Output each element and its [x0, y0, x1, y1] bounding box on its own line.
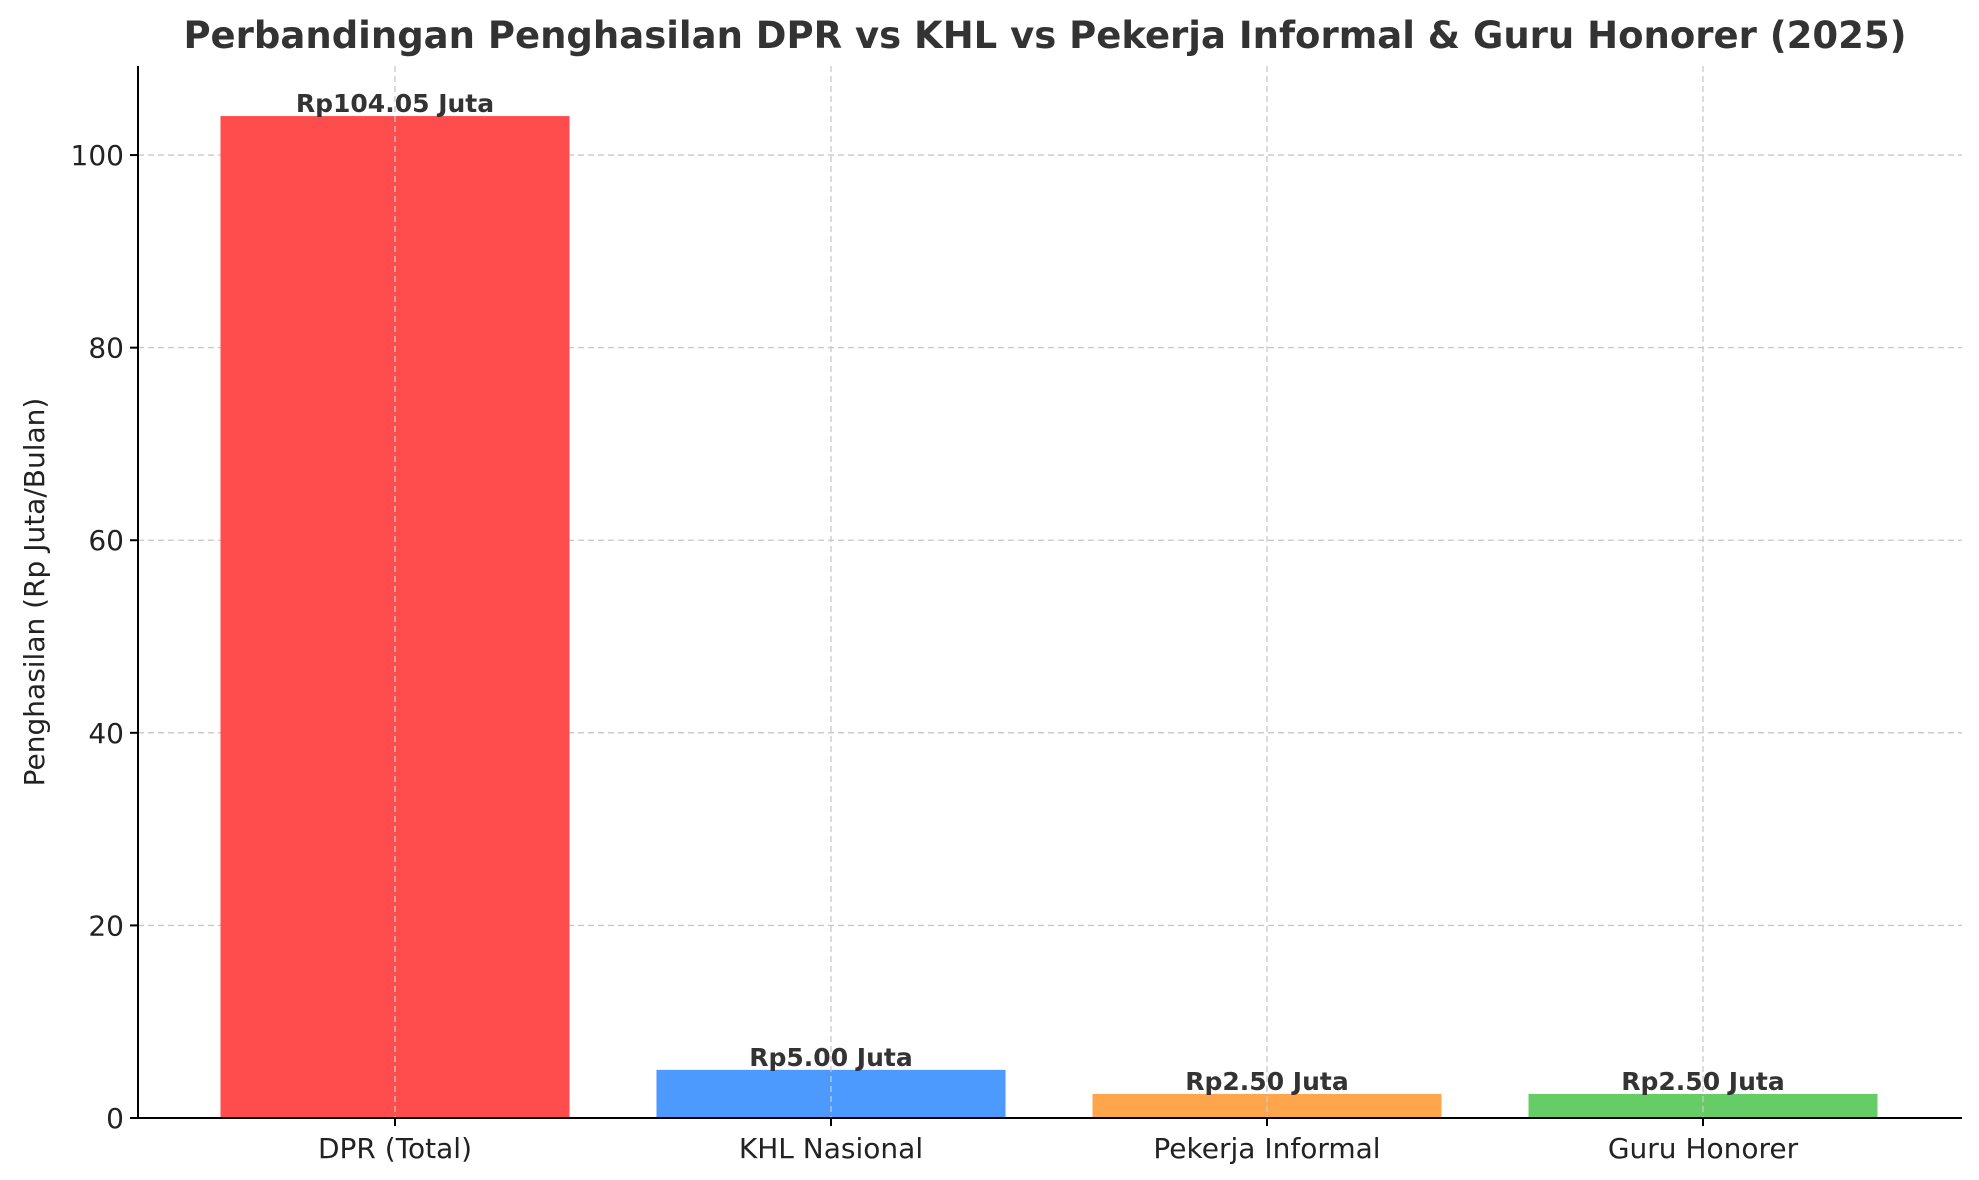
y-ticks: 0 20 40 60 80 100 [71, 139, 138, 1135]
y-tick-label: 80 [88, 332, 124, 365]
y-tick-label: 0 [106, 1102, 124, 1135]
x-tick-label: Pekerja Informal [1153, 1132, 1380, 1165]
data-label: Rp2.50 Juta [1621, 1067, 1784, 1096]
chart-title: Perbandingan Penghasilan DPR vs KHL vs P… [183, 14, 1906, 57]
x-tick-label: Guru Honorer [1608, 1132, 1799, 1165]
x-ticks: DPR (Total) KHL Nasional Pekerja Informal G… [318, 1118, 1799, 1165]
data-label: Rp2.50 Juta [1185, 1067, 1348, 1096]
data-label: Rp104.05 Juta [296, 89, 494, 118]
x-tick-label: DPR (Total) [318, 1132, 472, 1165]
vertical-gridlines [394, 66, 1704, 1118]
y-tick-label: 40 [88, 717, 124, 750]
x-tick-label: KHL Nasional [739, 1132, 923, 1165]
y-axis-label: Penghasilan (Rp Juta/Bulan) [18, 398, 51, 787]
data-label: Rp5.00 Juta [749, 1043, 912, 1072]
y-tick-label: 60 [88, 524, 124, 557]
y-tick-label: 20 [88, 909, 124, 942]
bars [220, 116, 1878, 1118]
y-tick-label: 100 [71, 139, 124, 172]
data-labels: Rp104.05 Juta Rp5.00 Juta Rp2.50 Juta Rp2.5… [296, 89, 1785, 1096]
axes [137, 66, 1962, 1119]
